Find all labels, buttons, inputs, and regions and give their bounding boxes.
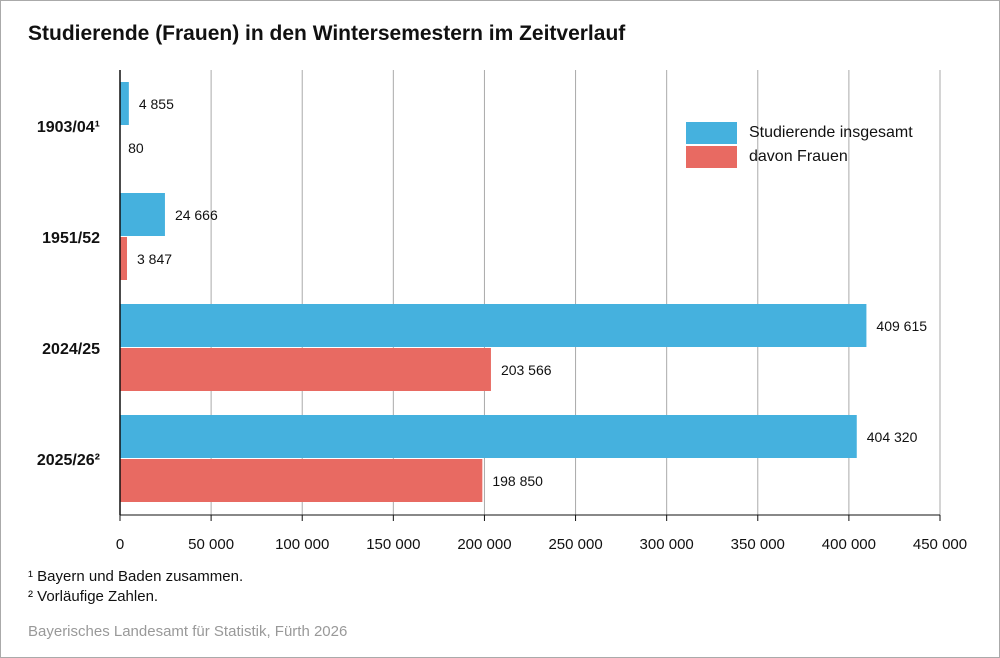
data-label: 404 320 xyxy=(867,429,918,445)
data-label: 3 847 xyxy=(137,251,172,267)
data-label: 4 855 xyxy=(139,96,174,112)
x-tick-label: 400 000 xyxy=(822,536,876,553)
footnote-2: ² Vorläufige Zahlen. xyxy=(28,588,159,605)
x-tick-label: 250 000 xyxy=(548,536,602,553)
legend-swatch-total xyxy=(686,122,737,144)
bar-women xyxy=(120,348,491,391)
bar-total xyxy=(120,415,857,458)
x-tick-label: 350 000 xyxy=(731,536,785,553)
bar-total xyxy=(120,304,867,347)
x-tick-label: 0 xyxy=(116,536,124,553)
x-tick-label: 100 000 xyxy=(275,536,329,553)
x-tick-label: 50 000 xyxy=(188,536,234,553)
source-note: Bayerisches Landesamt für Statistik, Für… xyxy=(28,623,348,640)
legend-label: Studierende insgesamt xyxy=(749,124,913,141)
category-label: 1951/52 xyxy=(42,230,100,247)
legend-item-total: Studierende insgesamt xyxy=(686,121,913,145)
legend-swatch-women xyxy=(686,146,737,168)
bar-women xyxy=(120,237,128,280)
data-label: 409 615 xyxy=(876,318,927,334)
data-label: 203 566 xyxy=(501,362,552,378)
x-tick-label: 200 000 xyxy=(457,536,511,553)
data-label: 24 666 xyxy=(175,207,218,223)
data-label: 198 850 xyxy=(492,473,543,489)
data-label: 80 xyxy=(128,140,144,156)
footnote-1: ¹ Bayern und Baden zusammen. xyxy=(28,568,244,585)
category-label: 1903/04¹ xyxy=(37,119,100,136)
bar-total xyxy=(120,82,129,125)
legend-item-women: davon Frauen xyxy=(686,145,913,169)
x-tick-label: 150 000 xyxy=(366,536,420,553)
bar-total xyxy=(120,193,165,236)
chart-title: Studierende (Frauen) in den Wintersemest… xyxy=(28,22,626,45)
legend: Studierende insgesamt davon Frauen xyxy=(686,121,913,169)
x-tick-label: 300 000 xyxy=(640,536,694,553)
category-label: 2024/25 xyxy=(42,341,100,358)
x-tick-label: 450 000 xyxy=(913,536,967,553)
category-label: 2025/26² xyxy=(37,452,100,469)
bar-women xyxy=(120,459,483,502)
legend-label: davon Frauen xyxy=(749,148,848,165)
